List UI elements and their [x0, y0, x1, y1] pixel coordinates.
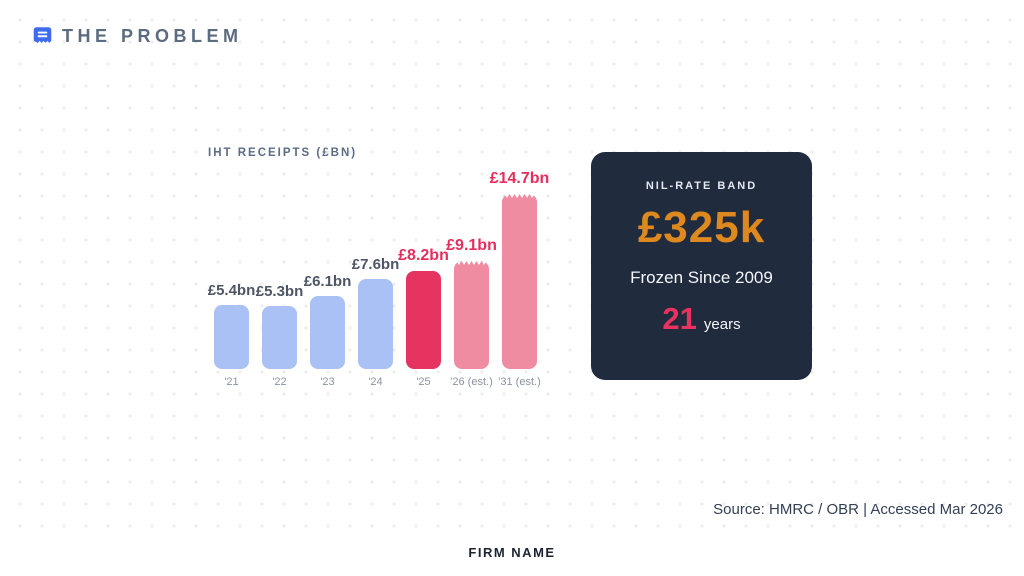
bar-group: £5.4bn '21 [208, 170, 256, 388]
bar-group: £7.6bn '24 [352, 170, 400, 388]
years-number: 21 [662, 301, 697, 336]
bar-value-label: £9.1bn [446, 237, 497, 254]
bar-x-label: '24 [368, 376, 383, 388]
bar-x-label: '31 (est.) [498, 376, 541, 388]
bar [310, 296, 345, 369]
bar-group: £8.2bn '25 [398, 170, 449, 388]
bar [502, 194, 537, 369]
firm-name: FIRM NAME [468, 545, 556, 560]
bar-x-label: '23 [320, 376, 335, 388]
bar-chart-bars: £5.4bn '21 £5.3bn '22 £6.1bn '23 £7.6bn '24 £8.2… [208, 170, 550, 388]
bar-group: £9.1bn '26 (est.) [446, 170, 497, 388]
bar-group: £6.1bn '23 [304, 170, 352, 388]
bar [214, 305, 249, 369]
bar-value-label: £5.4bn [207, 282, 256, 299]
bar-x-label: '26 (est.) [450, 376, 493, 388]
bar-x-label: '25 [416, 376, 431, 388]
chart-title: IHT RECEIPTS (£BN) [208, 147, 358, 159]
bar-group: £5.3bn '22 [256, 170, 304, 388]
years-label: years [703, 316, 741, 333]
nil-rate-band-card: NIL-RATE BAND £325k Frozen Since 2009 21… [591, 152, 812, 380]
card-label: NIL-RATE BAND [645, 180, 758, 192]
header: THE PROBLEM [32, 25, 243, 47]
bar-value-label: £5.3bn [255, 283, 304, 300]
bar-value-label: £8.2bn [398, 247, 449, 264]
bar [262, 306, 297, 369]
bar-value-label: £14.7bn [489, 170, 550, 187]
bar-x-label: '22 [272, 376, 287, 388]
card-subtitle: Frozen Since 2009 [630, 268, 773, 287]
card-value: £325k [637, 203, 766, 252]
bar-x-label: '21 [224, 376, 239, 388]
bar [454, 261, 489, 369]
source-note: Source: HMRC / OBR | Accessed Mar 2026 [713, 501, 1003, 518]
bar-value-label: £6.1bn [303, 273, 352, 290]
bar-value-label: £7.6bn [351, 256, 400, 273]
page-title: THE PROBLEM [62, 25, 243, 46]
bar [358, 279, 393, 369]
bar-group: £14.7bn '31 (est.) [490, 170, 550, 388]
bar [406, 271, 441, 369]
card-years-row: 21 years [591, 301, 812, 337]
receipt-icon [33, 27, 52, 43]
